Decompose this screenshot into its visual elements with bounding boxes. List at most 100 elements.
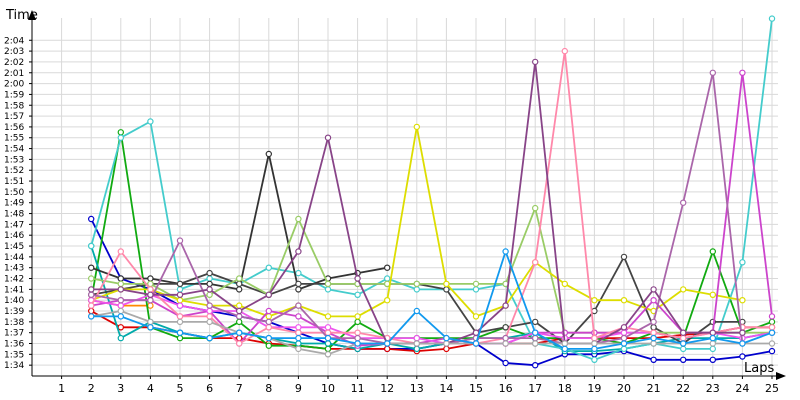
x-tick-label: 12	[380, 382, 394, 395]
data-point	[147, 324, 154, 331]
data-point	[680, 334, 687, 342]
data-point	[117, 334, 125, 342]
grid	[29, 18, 778, 379]
y-tick-label: 1:53	[4, 155, 24, 165]
data-point	[117, 129, 125, 136]
data-point	[147, 286, 154, 293]
data-point	[87, 291, 95, 298]
x-tick-label: 4	[147, 382, 154, 395]
data-point	[176, 318, 184, 326]
series-16	[87, 248, 776, 353]
data-point	[354, 275, 361, 282]
x-tick-label: 2	[88, 382, 95, 395]
data-point	[650, 318, 657, 326]
y-tick-label: 1:46	[4, 231, 24, 241]
data-point	[206, 307, 213, 315]
series-9	[87, 123, 746, 320]
y-tick-label: 1:55	[4, 134, 24, 144]
x-tick-labels: 1 2 3 4 5 6 7 8 9 10 11 12 13 14 15 16 17 18 19 20 21 22 23 24 2…	[58, 382, 779, 395]
y-tick-label: 1:57	[4, 112, 24, 122]
data-point	[561, 345, 569, 353]
x-tick-label: 14	[439, 382, 453, 395]
data-point	[87, 302, 95, 309]
x-tick-label: 22	[676, 382, 690, 395]
y-tick-label: 2:04	[4, 36, 24, 46]
x-tick-label: 7	[236, 382, 243, 395]
data-point	[709, 69, 717, 77]
data-point	[709, 291, 717, 298]
data-point	[532, 259, 539, 266]
data-point	[324, 340, 332, 347]
data-point	[206, 313, 213, 320]
data-point	[502, 359, 509, 367]
data-point	[87, 242, 95, 250]
data-point	[206, 291, 213, 298]
data-point	[176, 286, 184, 293]
data-point	[709, 356, 717, 363]
data-point	[739, 297, 746, 304]
data-point	[265, 264, 272, 271]
data-point	[117, 286, 125, 293]
data-point	[532, 204, 539, 212]
data-point	[620, 297, 628, 304]
data-point	[591, 356, 598, 363]
data-point	[532, 362, 539, 369]
data-point	[117, 313, 125, 320]
data-point	[413, 123, 420, 131]
data-point	[413, 345, 420, 353]
data-point	[176, 297, 184, 304]
data-point	[739, 353, 746, 360]
x-tick-label: 8	[265, 382, 272, 395]
y-tick-label: 1:54	[4, 145, 24, 155]
data-point	[620, 345, 628, 353]
x-tick-label: 13	[410, 382, 424, 395]
data-point	[265, 291, 272, 298]
data-point	[768, 347, 776, 355]
y-tick-label: 1:50	[4, 188, 24, 198]
data-point	[472, 313, 480, 320]
data-point	[532, 318, 539, 326]
data-point	[87, 215, 95, 223]
y-tick-label: 1:52	[4, 166, 24, 176]
data-point	[176, 334, 184, 342]
data-point	[384, 340, 391, 347]
data-point	[561, 280, 569, 288]
data-point	[502, 248, 509, 255]
x-tick-label: 21	[647, 382, 661, 395]
x-tick-label: 5	[177, 382, 184, 395]
data-point	[206, 280, 213, 288]
y-tick-label: 1:38	[4, 318, 24, 328]
x-tick-label: 23	[706, 382, 720, 395]
x-tick-label: 19	[587, 382, 601, 395]
data-point	[502, 340, 509, 347]
data-point	[295, 302, 302, 309]
data-point	[324, 334, 332, 342]
data-point	[265, 342, 272, 349]
data-point	[176, 280, 184, 288]
data-point	[265, 150, 272, 158]
data-point	[324, 351, 332, 358]
data-point	[443, 280, 450, 288]
y-tick-label: 1:56	[4, 123, 24, 133]
data-point	[650, 340, 657, 347]
data-point	[147, 297, 154, 304]
data-point	[591, 345, 598, 353]
data-point	[206, 275, 213, 282]
data-point	[384, 264, 391, 271]
data-point	[502, 334, 509, 342]
y-tick-label: 1:51	[4, 177, 24, 187]
data-point	[561, 47, 569, 55]
data-point	[235, 286, 243, 293]
data-point	[443, 340, 450, 347]
data-point	[384, 345, 391, 353]
data-point	[235, 313, 243, 320]
data-point	[354, 340, 361, 347]
data-point	[768, 15, 776, 22]
data-point	[709, 334, 717, 342]
data-point	[413, 286, 420, 293]
x-tick-label: 3	[117, 382, 124, 395]
data-point	[235, 275, 243, 282]
data-point	[709, 340, 717, 347]
data-point	[413, 340, 420, 347]
